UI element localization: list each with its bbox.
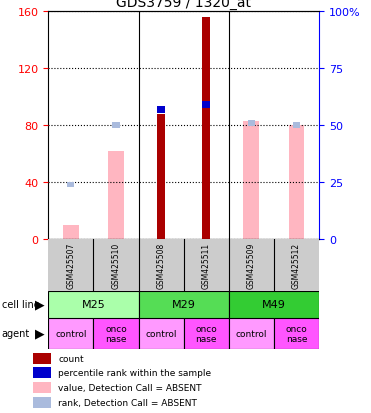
Bar xyxy=(48,291,138,318)
Bar xyxy=(93,240,138,291)
Text: control: control xyxy=(55,329,86,338)
Text: count: count xyxy=(58,354,84,363)
Text: onco
nase: onco nase xyxy=(286,324,307,343)
Bar xyxy=(138,240,184,291)
Bar xyxy=(33,397,51,408)
Bar xyxy=(33,382,51,393)
Bar xyxy=(33,353,51,364)
Text: GSM425511: GSM425511 xyxy=(202,242,211,288)
Bar xyxy=(33,368,51,378)
Text: GSM425507: GSM425507 xyxy=(66,242,75,289)
Bar xyxy=(202,102,210,109)
Text: onco
nase: onco nase xyxy=(105,324,127,343)
Text: GSM425508: GSM425508 xyxy=(157,242,165,288)
Text: ▶: ▶ xyxy=(35,327,45,340)
Bar xyxy=(108,152,124,240)
Bar xyxy=(48,318,93,349)
Bar xyxy=(63,225,79,240)
Bar xyxy=(202,18,210,240)
Bar xyxy=(138,291,229,318)
Text: onco
nase: onco nase xyxy=(196,324,217,343)
Bar xyxy=(248,121,255,126)
Bar xyxy=(138,318,184,349)
Text: agent: agent xyxy=(2,328,30,339)
Text: value, Detection Call = ABSENT: value, Detection Call = ABSENT xyxy=(58,383,201,392)
Text: control: control xyxy=(236,329,267,338)
Bar xyxy=(93,318,138,349)
Bar xyxy=(229,291,319,318)
Bar xyxy=(157,107,165,114)
Text: M29: M29 xyxy=(172,299,196,310)
Text: control: control xyxy=(145,329,177,338)
Text: ▶: ▶ xyxy=(35,298,45,311)
Text: GSM425512: GSM425512 xyxy=(292,242,301,288)
Bar xyxy=(67,182,75,188)
Text: percentile rank within the sample: percentile rank within the sample xyxy=(58,368,211,377)
Title: GDS3759 / 1320_at: GDS3759 / 1320_at xyxy=(116,0,251,10)
Bar xyxy=(229,318,274,349)
Text: GSM425510: GSM425510 xyxy=(111,242,121,288)
Text: M25: M25 xyxy=(82,299,105,310)
Bar xyxy=(243,122,259,240)
Text: cell line: cell line xyxy=(2,299,40,310)
Bar xyxy=(274,318,319,349)
Bar xyxy=(229,240,274,291)
Text: rank, Detection Call = ABSENT: rank, Detection Call = ABSENT xyxy=(58,398,197,407)
Text: GSM425509: GSM425509 xyxy=(247,242,256,289)
Bar xyxy=(48,240,93,291)
Bar xyxy=(289,126,304,240)
Bar xyxy=(112,123,119,129)
Bar xyxy=(293,123,300,129)
Text: M49: M49 xyxy=(262,299,286,310)
Bar xyxy=(184,318,229,349)
Bar xyxy=(274,240,319,291)
Bar xyxy=(184,240,229,291)
Bar xyxy=(157,114,165,240)
